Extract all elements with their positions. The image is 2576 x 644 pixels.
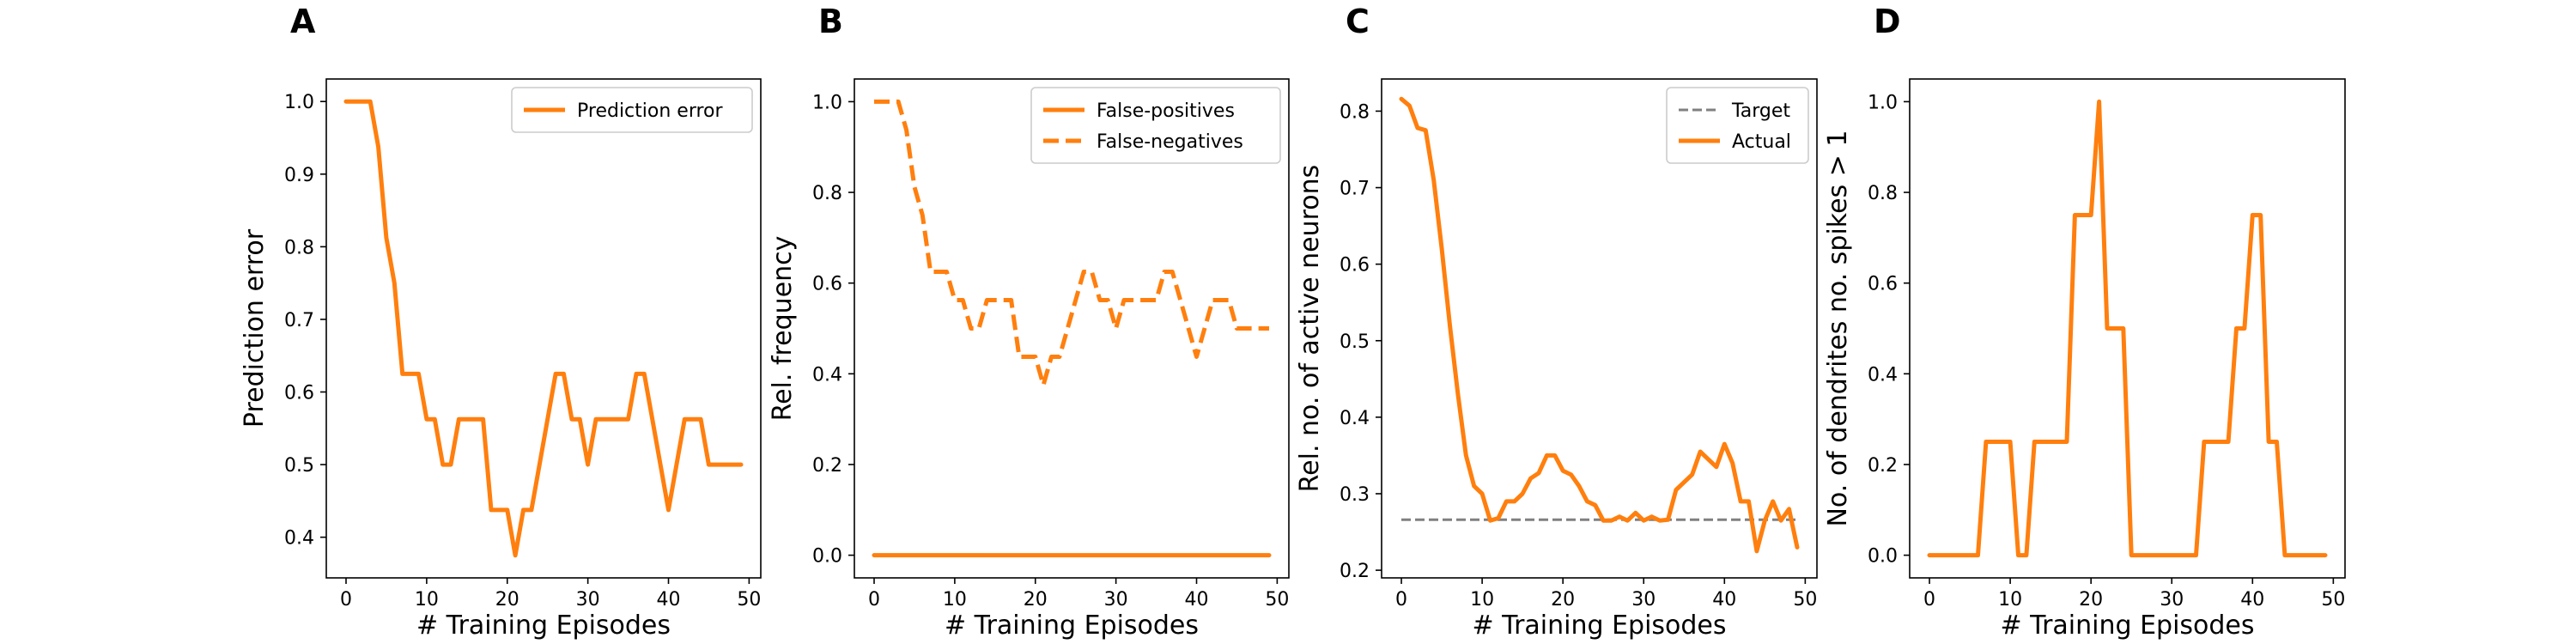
y-tick-label-c: 0.6 [1340,255,1370,276]
x-tick-label-d: 30 [2160,589,2184,611]
y-tick-label-a: 0.4 [284,528,314,550]
panel-letter-a: A [290,3,316,40]
x-tick-label-d: 0 [1923,589,1935,611]
x-tick-label-d: 10 [1998,589,2022,611]
x-tick-label-c: 0 [1395,589,1407,611]
x-axis-label-d: # Training Episodes [2000,611,2254,641]
y-tick-label-a: 0.9 [284,165,314,186]
series-actual-c [1399,96,1800,554]
series-line-d [1927,99,2328,558]
series-false-negatives-b [874,99,1269,387]
series-prediction-error-a [343,99,744,558]
x-tick-label-a: 30 [576,589,600,611]
legend-c: Target Actual [1666,87,1809,164]
x-tick-label-a: 40 [657,589,681,611]
panel-c: C 0 10 20 30 40 50 0.2 0.3 0.4 0.5 0.6 0.7 0.8 # Train… [1295,3,1818,641]
x-tick-label-a: 20 [495,589,519,611]
x-tick-label-d: 20 [2079,589,2103,611]
panel-b: B 0 10 20 30 40 50 0.0 0.2 0.4 0.6 0.8 1.0 # Training… [768,3,1290,641]
x-tick-label-b: 50 [1265,589,1289,611]
y-tick-label-a: 0.6 [284,382,314,404]
y-tick-label-d: 0.4 [1868,364,1898,386]
x-tick-label-c: 10 [1470,589,1494,611]
x-tick-label-d: 40 [2240,589,2264,611]
x-axis-label-b: # Training Episodes [945,611,1199,641]
panel-d: D 0 10 20 30 40 50 0.0 0.2 0.4 0.6 0.8 1.0 # Training… [1823,3,2346,641]
x-tick-label-d: 50 [2321,589,2345,611]
panel-letter-b: B [818,3,843,40]
y-tick-label-c: 0.2 [1340,561,1370,582]
y-tick-label-d: 0.2 [1868,455,1898,477]
x-tick-label-b: 40 [1185,589,1209,611]
axes-frame-b [854,78,1290,579]
panel-a: A 0 10 20 30 40 50 0.4 0.5 0.6 0.7 0.8 0.9 1.0 # Train… [240,3,762,641]
y-tick-label-a: 0.8 [284,237,314,258]
y-tick-label-b: 1.0 [812,92,842,113]
legend-box-b [1030,87,1281,164]
legend-label-false-positives: False-positives [1097,100,1235,122]
x-tick-label-b: 10 [943,589,967,611]
axes-frame-a [325,78,762,579]
y-tick-label-c: 0.7 [1340,179,1370,200]
x-axis-label-a: # Training Episodes [416,611,671,641]
legend-b: False-positives False-negatives [1030,87,1281,164]
y-tick-label-b: 0.4 [812,364,842,386]
x-tick-label-c: 30 [1631,589,1656,611]
legend-label-false-negatives: False-negatives [1097,131,1243,153]
y-tick-label-a: 1.0 [284,92,314,113]
y-tick-label-d: 0.8 [1868,183,1898,204]
y-axis-label-d: No. of dendrites no. spikes > 1 [1823,130,1853,526]
legend-label-actual: Actual [1732,131,1791,153]
x-tick-label-b: 30 [1104,589,1128,611]
y-tick-label-c: 0.3 [1340,484,1370,506]
x-tick-label-a: 0 [340,589,352,611]
y-tick-label-d: 0.6 [1868,274,1898,295]
x-axis-label-c: # Training Episodes [1472,611,1726,641]
y-tick-label-a: 0.7 [284,310,314,331]
y-tick-label-b: 0.0 [812,546,842,568]
panel-letter-c: C [1346,3,1370,40]
x-tick-label-c: 50 [1793,589,1817,611]
y-tick-label-c: 0.8 [1340,101,1370,123]
y-tick-label-b: 0.2 [812,455,842,477]
x-tick-label-a: 50 [737,589,761,611]
y-tick-label-c: 0.5 [1340,331,1370,353]
x-tick-label-b: 0 [868,589,880,611]
panel-letter-d: D [1874,3,1901,40]
x-tick-label-c: 20 [1551,589,1575,611]
y-tick-label-d: 1.0 [1868,92,1898,113]
legend-a: Prediction error [511,87,753,133]
legend-label-target: Target [1731,100,1790,122]
y-tick-label-b: 0.6 [812,274,842,295]
legend-label-prediction-error: Prediction error [577,100,723,122]
y-axis-label-b: Rel. frequency [768,236,798,422]
y-tick-label-a: 0.5 [284,455,314,477]
y-axis-label-c: Rel. no. of active neurons [1295,165,1325,493]
y-tick-label-c: 0.4 [1340,408,1370,429]
legend-box-a [511,87,753,133]
axes-frame-c [1381,78,1818,579]
y-axis-label-a: Prediction error [240,228,270,428]
y-tick-label-d: 0.0 [1868,546,1898,568]
axes-frame-d [1909,78,2346,579]
x-tick-label-b: 20 [1024,589,1048,611]
x-tick-label-c: 40 [1712,589,1736,611]
y-tick-label-b: 0.8 [812,183,842,204]
legend-box-c [1666,87,1809,164]
x-tick-label-a: 10 [415,589,439,611]
